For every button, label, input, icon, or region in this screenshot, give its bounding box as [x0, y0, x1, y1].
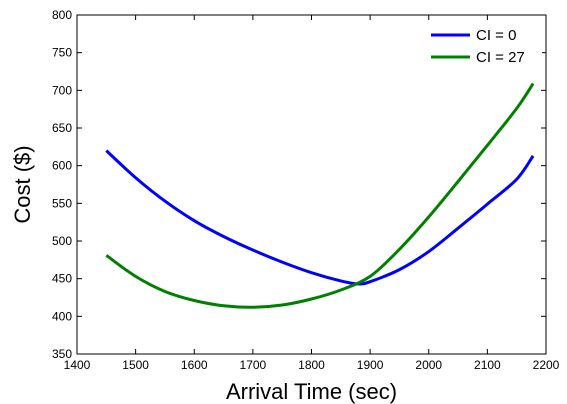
y-tick-label: 450 — [52, 272, 72, 286]
y-tick-label: 600 — [52, 159, 72, 173]
axis-ticks: 1400 1500 1600 1700 1800 1900 2000 2100 2200 350 4… — [52, 8, 560, 372]
y-axis-title: Cost ($) — [10, 145, 35, 223]
legend-label-ci-27: CI = 27 — [476, 49, 525, 66]
y-tick-label: 800 — [52, 8, 72, 22]
y-tick-label: 350 — [52, 347, 72, 361]
legend: CI = 0 CI = 27 — [424, 24, 542, 68]
y-tick-label: 550 — [52, 196, 72, 210]
x-tick-label: 1500 — [122, 358, 149, 372]
x-tick-label: 2100 — [474, 358, 501, 372]
legend-label-ci-0: CI = 0 — [476, 27, 516, 44]
series-line-ci-27 — [105, 82, 535, 309]
y-tick-label: 400 — [52, 309, 72, 323]
x-tick-label: 1800 — [298, 358, 325, 372]
x-tick-label: 1900 — [357, 358, 384, 372]
x-tick-label: 1400 — [64, 358, 91, 372]
x-tick-label: 2200 — [533, 358, 560, 372]
x-tick-label: 1600 — [181, 358, 208, 372]
x-axis-title: Arrival Time (sec) — [226, 379, 397, 404]
legend-box — [424, 24, 542, 68]
x-tick-label: 1700 — [240, 358, 267, 372]
y-tick-label: 650 — [52, 121, 72, 135]
y-tick-label: 750 — [52, 46, 72, 60]
y-tick-label: 700 — [52, 83, 72, 97]
y-tick-label: 500 — [52, 234, 72, 248]
x-tick-label: 2000 — [415, 358, 442, 372]
series-lines — [105, 82, 535, 309]
series-line-ci-0 — [105, 149, 535, 286]
